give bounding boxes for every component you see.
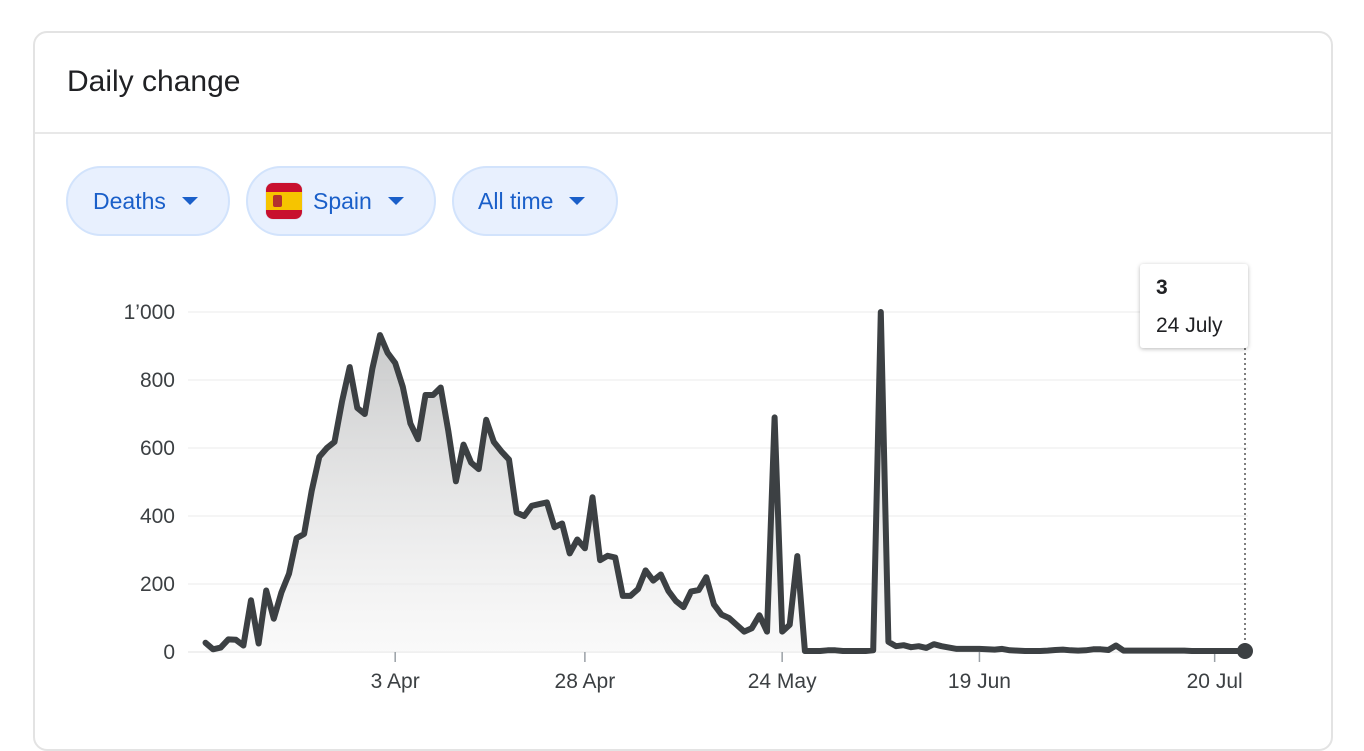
tooltip-date: 24 July [1156, 314, 1223, 337]
hover-tooltip: 3 24 July [1140, 264, 1248, 348]
chevron-down-icon [387, 197, 404, 205]
chevron-down-icon [569, 197, 586, 205]
time-range-label: All time [478, 187, 554, 214]
daily-change-chart[interactable]: 0 200 400 600 800 1’000 3 Apr 28 Apr 24 May 19 J… [0, 0, 1364, 718]
y-tick-label: 1’000 [124, 301, 175, 324]
series-line [202, 309, 1248, 654]
spain-flag-icon [266, 183, 302, 219]
x-tick-label: 24 May [748, 670, 817, 693]
time-range-dropdown[interactable]: All time [452, 166, 618, 236]
x-tick-label: 20 Jul [1187, 670, 1243, 693]
series-area [205, 312, 1245, 652]
x-tick-label: 28 Apr [555, 670, 616, 693]
y-tick-label: 600 [140, 437, 175, 460]
x-axis-labels: 3 Apr 28 Apr 24 May 19 Jun 20 Jul [371, 652, 1243, 693]
y-tick-label: 200 [140, 573, 175, 596]
region-label: Spain [313, 187, 372, 214]
x-tick-label: 3 Apr [371, 670, 420, 693]
hover-point [1237, 642, 1253, 659]
card-title: Daily change [67, 65, 241, 98]
metric-dropdown[interactable]: Deaths [66, 166, 230, 236]
tooltip-value: 3 [1156, 276, 1168, 299]
y-axis-labels: 0 200 400 600 800 1’000 [124, 301, 175, 664]
x-tick-label: 19 Jun [948, 670, 1011, 693]
card-header: Daily change [35, 33, 1331, 134]
y-tick-label: 800 [140, 369, 175, 392]
y-tick-label: 0 [163, 641, 175, 664]
metric-label: Deaths [93, 187, 166, 214]
region-dropdown[interactable]: Spain [246, 166, 436, 236]
chevron-down-icon [181, 197, 198, 205]
y-tick-label: 400 [140, 505, 175, 528]
